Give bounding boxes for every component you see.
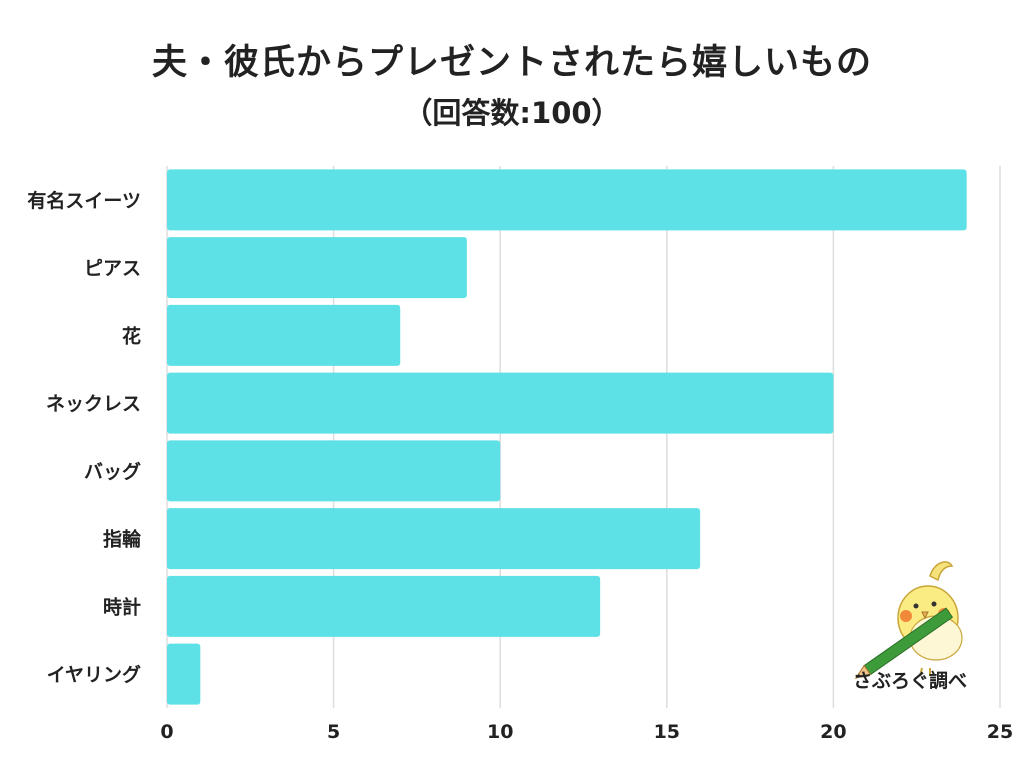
category-label: ネックレス xyxy=(46,393,141,415)
bar-1 xyxy=(167,237,467,299)
x-tick-labels: 0 5 10 15 20 25 xyxy=(160,721,1013,743)
x-tick-label: 25 xyxy=(987,721,1013,743)
x-tick-label: 10 xyxy=(487,721,513,743)
bar-3 xyxy=(167,372,834,434)
category-label: イヤリング xyxy=(47,663,141,686)
bar-7 xyxy=(167,643,201,705)
chart-subtitle: （回答数:100） xyxy=(403,96,621,130)
bar-0 xyxy=(167,169,967,231)
category-label: バッグ xyxy=(84,460,141,483)
bar-2 xyxy=(167,304,401,366)
bar-6 xyxy=(167,575,601,637)
category-label: 時計 xyxy=(103,595,141,618)
x-tick-label: 5 xyxy=(327,721,340,743)
x-tick-label: 15 xyxy=(654,721,680,743)
category-label: 花 xyxy=(122,324,141,347)
x-tick-label: 0 xyxy=(160,721,173,743)
bar-4 xyxy=(167,440,501,502)
x-tick-label: 20 xyxy=(820,721,846,743)
category-label: ピアス xyxy=(84,258,141,280)
category-label: 指輪 xyxy=(103,528,142,551)
category-label: 有名スイーツ xyxy=(27,189,141,212)
bird-mascot-icon xyxy=(854,561,963,679)
source-watermark-text: さぶろぐ調べ xyxy=(852,670,967,692)
bar-5 xyxy=(167,508,701,570)
bars xyxy=(167,169,967,705)
chart-title: 夫・彼氏からプレゼントされたら嬉しいもの xyxy=(151,43,872,83)
